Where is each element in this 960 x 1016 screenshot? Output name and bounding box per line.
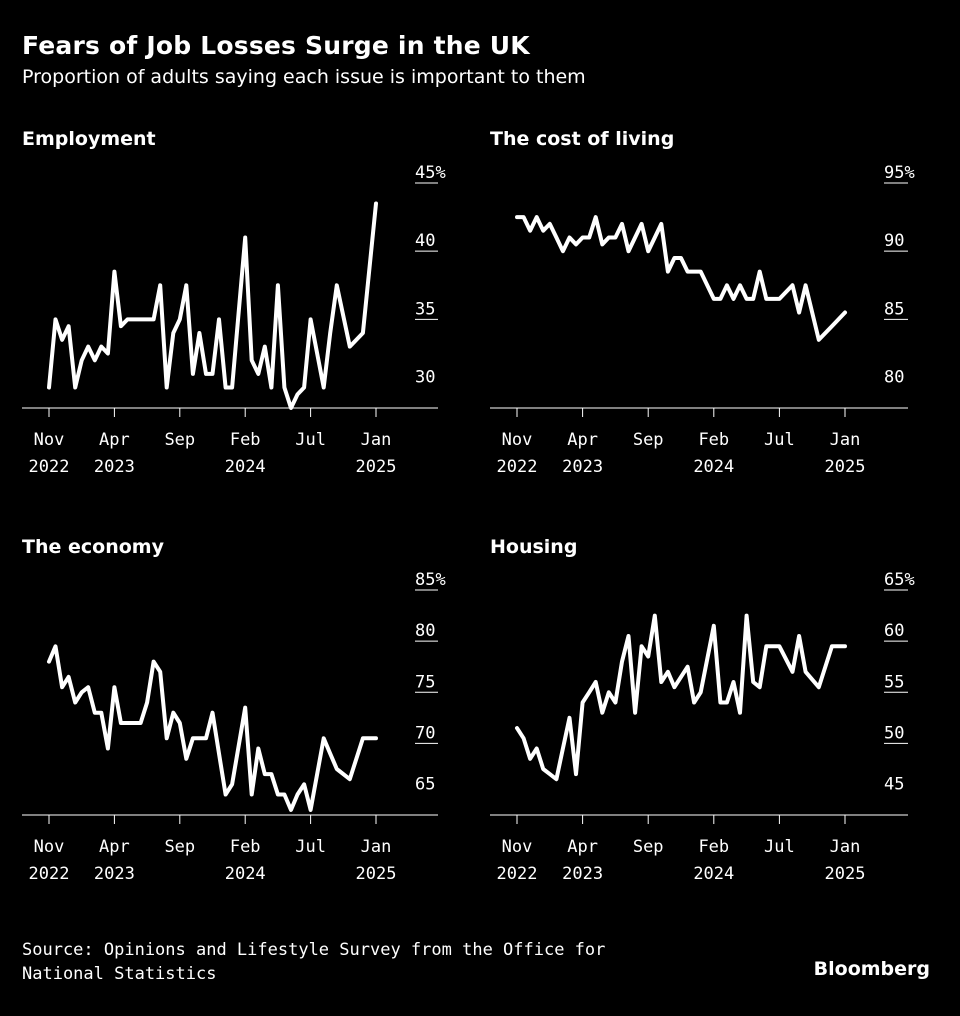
x-tick-label: Feb xyxy=(230,837,261,857)
y-tick-label: 95% xyxy=(884,163,915,183)
x-tick-year-label: 2023 xyxy=(94,457,135,477)
x-tick-label: Jul xyxy=(295,837,326,857)
y-tick-label: 30 xyxy=(415,368,435,388)
source-line-2: National Statistics xyxy=(22,964,217,984)
x-tick-label: Sep xyxy=(633,837,664,857)
y-tick-label: 45% xyxy=(415,163,446,183)
x-tick-label: Apr xyxy=(567,837,598,857)
x-tick-label: Jan xyxy=(830,837,861,857)
panel-title: The economy xyxy=(22,536,165,558)
x-tick-year-label: 2025 xyxy=(356,457,397,477)
x-tick-label: Apr xyxy=(99,430,130,450)
x-tick-year-label: 2023 xyxy=(562,457,603,477)
x-tick-year-label: 2024 xyxy=(693,457,734,477)
chart-subtitle: Proportion of adults saying each issue i… xyxy=(22,66,586,88)
panel-title: Housing xyxy=(490,536,577,558)
x-tick-label: Jan xyxy=(361,837,392,857)
x-tick-label: Apr xyxy=(99,837,130,857)
x-tick-year-label: 2022 xyxy=(497,864,538,884)
x-tick-label: Nov xyxy=(34,837,65,857)
source-note: Source: Opinions and Lifestyle Survey fr… xyxy=(22,938,605,986)
x-tick-year-label: 2024 xyxy=(693,864,734,884)
x-tick-label: Sep xyxy=(633,430,664,450)
series-line xyxy=(47,201,378,410)
source-line-1: Source: Opinions and Lifestyle Survey fr… xyxy=(22,940,606,960)
x-tick-year-label: 2025 xyxy=(825,864,866,884)
x-tick-label: Feb xyxy=(698,837,729,857)
y-tick-label: 40 xyxy=(415,231,435,251)
x-tick-year-label: 2025 xyxy=(825,457,866,477)
x-tick-year-label: 2023 xyxy=(94,864,135,884)
y-tick-label: 55 xyxy=(884,672,904,692)
panel-title: Employment xyxy=(22,128,156,150)
y-tick-label: 60 xyxy=(884,621,904,641)
y-tick-label: 85% xyxy=(415,570,446,590)
y-tick-label: 70 xyxy=(415,723,435,743)
x-tick-label: Apr xyxy=(567,430,598,450)
x-tick-label: Nov xyxy=(502,430,533,450)
x-tick-label: Jul xyxy=(764,837,795,857)
x-tick-label: Jan xyxy=(361,430,392,450)
x-tick-year-label: 2022 xyxy=(29,457,70,477)
y-tick-label: 35 xyxy=(415,299,435,319)
y-tick-label: 80 xyxy=(884,368,904,388)
y-tick-label: 85 xyxy=(884,299,904,319)
chart-title: Fears of Job Losses Surge in the UK xyxy=(22,31,530,60)
x-tick-label: Feb xyxy=(230,430,261,450)
y-tick-label: 65 xyxy=(415,775,435,795)
x-tick-label: Nov xyxy=(34,430,65,450)
y-tick-label: 45 xyxy=(884,775,904,795)
x-tick-label: Jan xyxy=(830,430,861,450)
x-tick-label: Feb xyxy=(698,430,729,450)
x-tick-year-label: 2023 xyxy=(562,864,603,884)
x-tick-label: Nov xyxy=(502,837,533,857)
bloomberg-logo: Bloomberg xyxy=(813,958,930,980)
y-tick-label: 65% xyxy=(884,570,915,590)
series-line xyxy=(515,613,847,782)
x-tick-year-label: 2022 xyxy=(29,864,70,884)
x-tick-label: Jul xyxy=(295,430,326,450)
series-line xyxy=(515,215,847,342)
x-tick-label: Sep xyxy=(164,430,195,450)
y-tick-label: 50 xyxy=(884,723,904,743)
x-tick-year-label: 2025 xyxy=(356,864,397,884)
series-line xyxy=(47,644,378,812)
y-tick-label: 90 xyxy=(884,231,904,251)
x-tick-label: Jul xyxy=(764,430,795,450)
x-tick-year-label: 2024 xyxy=(225,864,266,884)
x-tick-year-label: 2024 xyxy=(225,457,266,477)
y-tick-label: 80 xyxy=(415,621,435,641)
x-tick-year-label: 2022 xyxy=(497,457,538,477)
panel-title: The cost of living xyxy=(490,128,674,150)
y-tick-label: 75 xyxy=(415,672,435,692)
x-tick-label: Sep xyxy=(164,837,195,857)
